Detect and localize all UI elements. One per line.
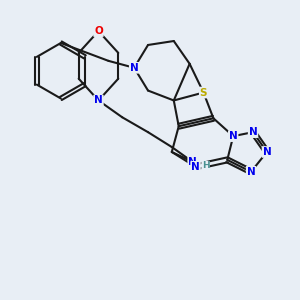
Text: N: N	[191, 162, 200, 172]
Text: N: N	[249, 127, 257, 137]
Text: S: S	[200, 88, 207, 98]
Text: N: N	[130, 63, 139, 73]
Text: N: N	[247, 167, 255, 177]
Text: N: N	[262, 147, 271, 157]
Text: N: N	[188, 157, 197, 167]
Text: H: H	[202, 161, 209, 170]
Text: O: O	[94, 26, 103, 36]
Text: N: N	[229, 131, 238, 141]
Text: N: N	[94, 95, 103, 106]
